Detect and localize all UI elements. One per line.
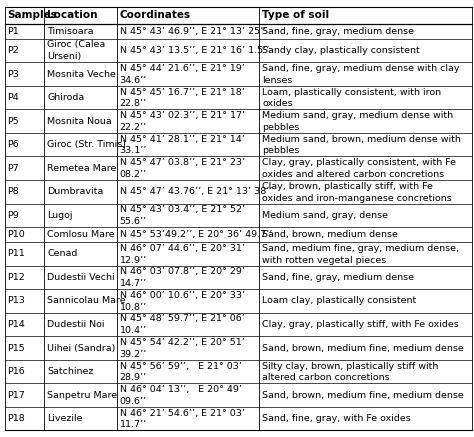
Text: N 45° 41’ 28.1’’, E 21° 14’
33.1’’: N 45° 41’ 28.1’’, E 21° 14’ 33.1’’ bbox=[119, 135, 245, 156]
Text: P1: P1 bbox=[8, 27, 19, 36]
Text: N 45° 43’ 46.9’’, E 21° 13’ 25’’: N 45° 43’ 46.9’’, E 21° 13’ 25’’ bbox=[119, 27, 266, 36]
Text: P3: P3 bbox=[8, 69, 19, 79]
Text: N 46° 03’ 07.8’’, E 20° 29’
14.7’’: N 46° 03’ 07.8’’, E 20° 29’ 14.7’’ bbox=[119, 267, 245, 288]
Text: N 46° 07’ 44.6’’, E 20° 31’
12.9’’: N 46° 07’ 44.6’’, E 20° 31’ 12.9’’ bbox=[119, 244, 245, 264]
Text: N 45° 56’ 59’’,   E 21° 03’
28.9’’: N 45° 56’ 59’’, E 21° 03’ 28.9’’ bbox=[119, 361, 242, 382]
Text: N 45° 45’ 16.7’’, E 21° 18’
22.8’’: N 45° 45’ 16.7’’, E 21° 18’ 22.8’’ bbox=[119, 87, 245, 108]
Text: P13: P13 bbox=[8, 296, 26, 305]
Text: Lugoj: Lugoj bbox=[47, 211, 73, 220]
Text: P5: P5 bbox=[8, 117, 19, 125]
Text: P9: P9 bbox=[8, 211, 19, 220]
Text: Coordinates: Coordinates bbox=[119, 10, 191, 20]
Text: P12: P12 bbox=[8, 273, 25, 282]
Text: Comlosu Mare: Comlosu Mare bbox=[47, 230, 115, 239]
Text: Samples: Samples bbox=[8, 10, 57, 20]
Text: Sand, brown, medium fine, medium dense: Sand, brown, medium fine, medium dense bbox=[262, 391, 464, 399]
Text: Mosnita Veche: Mosnita Veche bbox=[47, 69, 116, 79]
Text: Sand, fine, gray, medium dense: Sand, fine, gray, medium dense bbox=[262, 273, 414, 282]
Text: Clay, brown, plastically stiff, with Fe
oxides and iron-manganese concretions: Clay, brown, plastically stiff, with Fe … bbox=[262, 182, 452, 203]
Text: Giroc (Str. Timis): Giroc (Str. Timis) bbox=[47, 140, 126, 149]
Text: P11: P11 bbox=[8, 250, 25, 258]
Text: Medium sand, gray, medium dense with
pebbles: Medium sand, gray, medium dense with peb… bbox=[262, 111, 453, 132]
Text: Sanpetru Mare: Sanpetru Mare bbox=[47, 391, 118, 399]
Text: Sandy clay, plastically consistent: Sandy clay, plastically consistent bbox=[262, 46, 420, 55]
Text: P15: P15 bbox=[8, 343, 25, 353]
Text: Clay, gray, plastically consistent, with Fe
oxides and altered carbon concretion: Clay, gray, plastically consistent, with… bbox=[262, 158, 456, 179]
Text: N 45° 43’ 03.4’’, E 21° 52’
55.6’’: N 45° 43’ 03.4’’, E 21° 52’ 55.6’’ bbox=[119, 205, 245, 226]
Text: Ghiroda: Ghiroda bbox=[47, 93, 84, 102]
Text: Sand, brown, medium fine, medium dense: Sand, brown, medium fine, medium dense bbox=[262, 343, 464, 353]
Text: Mosnita Noua: Mosnita Noua bbox=[47, 117, 112, 125]
Text: Sand, brown, medium dense: Sand, brown, medium dense bbox=[262, 230, 398, 239]
Text: P7: P7 bbox=[8, 164, 19, 173]
Text: Medium sand, gray, dense: Medium sand, gray, dense bbox=[262, 211, 388, 220]
Text: Sand, medium fine, gray, medium dense,
with rotten vegetal pieces: Sand, medium fine, gray, medium dense, w… bbox=[262, 244, 459, 264]
Text: Cenad: Cenad bbox=[47, 250, 78, 258]
Text: Dudestii Vechi: Dudestii Vechi bbox=[47, 273, 115, 282]
Text: N 45° 48’ 59.7’’, E 21° 06’
10.4’’: N 45° 48’ 59.7’’, E 21° 06’ 10.4’’ bbox=[119, 315, 245, 335]
Text: Loam, plastically consistent, with iron
oxides: Loam, plastically consistent, with iron … bbox=[262, 87, 441, 108]
Text: Remetea Mare: Remetea Mare bbox=[47, 164, 117, 173]
Text: Clay, gray, plastically stiff, with Fe oxides: Clay, gray, plastically stiff, with Fe o… bbox=[262, 320, 459, 329]
Text: N 45° 54’ 42.2’’, E 20° 51’
39.2’’: N 45° 54’ 42.2’’, E 20° 51’ 39.2’’ bbox=[119, 338, 245, 359]
Text: Medium sand, brown, medium dense with
pebbles: Medium sand, brown, medium dense with pe… bbox=[262, 135, 461, 156]
Text: N 45° 44’ 21.6’’, E 21° 19’
34.6’’: N 45° 44’ 21.6’’, E 21° 19’ 34.6’’ bbox=[119, 64, 245, 85]
Text: N 45° 43’ 13.5’’, E 21° 16’ 1.5’’: N 45° 43’ 13.5’’, E 21° 16’ 1.5’’ bbox=[119, 46, 269, 55]
Text: P6: P6 bbox=[8, 140, 19, 149]
Text: Sand, fine, gray, medium dense with clay
lenses: Sand, fine, gray, medium dense with clay… bbox=[262, 64, 459, 85]
Text: Sand, fine, gray, medium dense: Sand, fine, gray, medium dense bbox=[262, 27, 414, 36]
Text: Sannicolau Mare: Sannicolau Mare bbox=[47, 296, 126, 305]
Text: Sand, fine, gray, with Fe oxides: Sand, fine, gray, with Fe oxides bbox=[262, 414, 411, 423]
Text: P18: P18 bbox=[8, 414, 25, 423]
Text: P10: P10 bbox=[8, 230, 25, 239]
Text: P2: P2 bbox=[8, 46, 19, 55]
Text: P17: P17 bbox=[8, 391, 25, 399]
Text: Dudestii Noi: Dudestii Noi bbox=[47, 320, 105, 329]
Text: Type of soil: Type of soil bbox=[262, 10, 329, 20]
Text: Uihei (Sandra): Uihei (Sandra) bbox=[47, 343, 116, 353]
Text: Satchinez: Satchinez bbox=[47, 367, 94, 376]
Text: P4: P4 bbox=[8, 93, 19, 102]
Text: N 45° 53’49.2’’, E 20° 36’ 49.7’’: N 45° 53’49.2’’, E 20° 36’ 49.7’’ bbox=[119, 230, 272, 239]
Text: Giroc (Calea
Urseni): Giroc (Calea Urseni) bbox=[47, 41, 106, 61]
Text: Dumbravita: Dumbravita bbox=[47, 187, 103, 196]
Text: Livezile: Livezile bbox=[47, 414, 83, 423]
Text: N 45° 43’ 02.3’’, E 21° 17’
22.2’’: N 45° 43’ 02.3’’, E 21° 17’ 22.2’’ bbox=[119, 111, 245, 132]
Text: P14: P14 bbox=[8, 320, 25, 329]
Text: Timisoara: Timisoara bbox=[47, 27, 94, 36]
Text: N 45° 47’ 43.76’’, E 21° 13’ 38’’: N 45° 47’ 43.76’’, E 21° 13’ 38’’ bbox=[119, 187, 272, 196]
Text: N 46° 00’ 10.6’’, E 20° 33’
10.8’’: N 46° 00’ 10.6’’, E 20° 33’ 10.8’’ bbox=[119, 291, 245, 312]
Text: Location: Location bbox=[47, 10, 98, 20]
Text: N 46° 04’ 13’’,   E 20° 49’
09.6’’: N 46° 04’ 13’’, E 20° 49’ 09.6’’ bbox=[119, 385, 242, 406]
Text: N 45° 47’ 03.8’’, E 21° 23’
08.2’’: N 45° 47’ 03.8’’, E 21° 23’ 08.2’’ bbox=[119, 158, 245, 179]
Text: P16: P16 bbox=[8, 367, 25, 376]
Text: N 46° 21’ 54.6’’, E 21° 03’
11.7’’: N 46° 21’ 54.6’’, E 21° 03’ 11.7’’ bbox=[119, 409, 245, 430]
Text: Silty clay, brown, plastically stiff with
altered carbon concretions: Silty clay, brown, plastically stiff wit… bbox=[262, 361, 438, 382]
Text: Loam clay, plastically consistent: Loam clay, plastically consistent bbox=[262, 296, 416, 305]
Text: P8: P8 bbox=[8, 187, 19, 196]
